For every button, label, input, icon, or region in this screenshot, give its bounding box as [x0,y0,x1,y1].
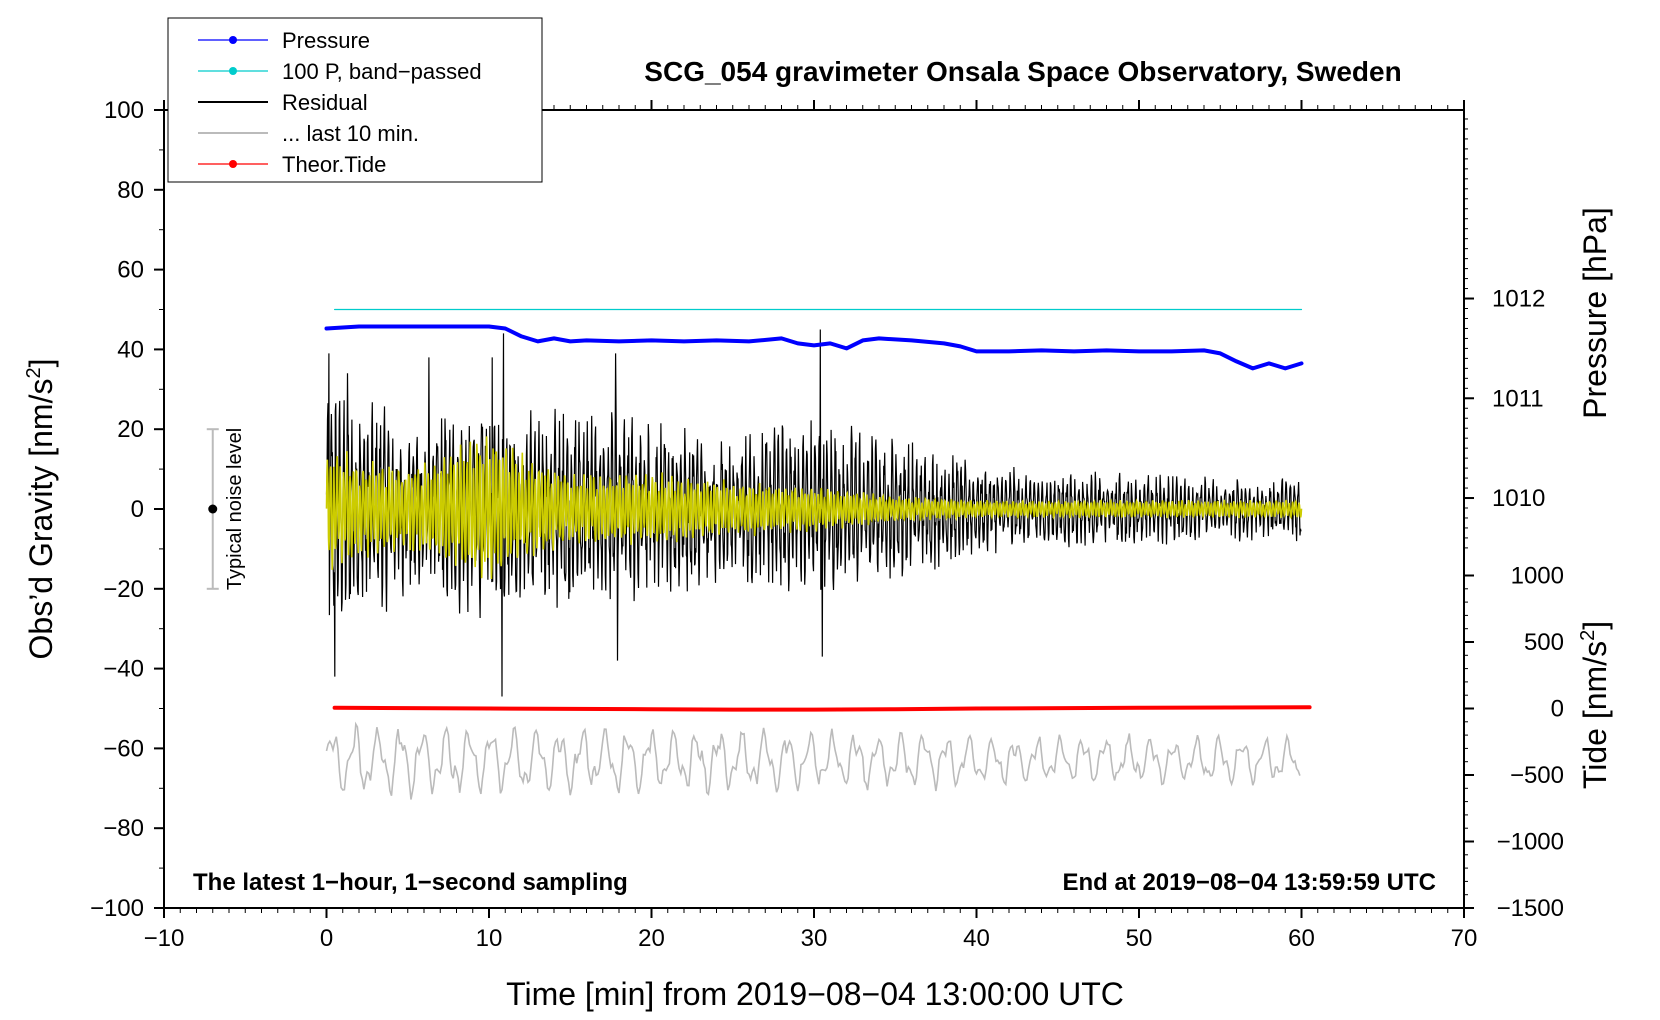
y-axis-label-gravity: Obs’d Gravity [nm/s2] [23,359,59,660]
noise-level-indicator: Typical noise level [206,428,246,590]
y-axis-label-pressure: Pressure [hPa] [1577,207,1613,419]
x-axis-label: Time [min] from 2019−08−04 13:00:00 UTC [506,976,1124,1012]
y-tick-label: 40 [117,336,144,363]
y-axis-label-gravity-suffix: ] [23,359,59,368]
y-axis-label-tide-suffix: ] [1577,621,1613,630]
x-tick-label: 50 [1126,925,1153,952]
series-line-0 [324,324,1304,371]
legend: Pressure 100 P, band−passed Residual ... la… [167,17,543,183]
y-axis-label-gravity-prefix: Obs’d Gravity [nm/s [23,379,59,660]
y-axis-label-tide: Tide [nm/s2] [1577,621,1613,789]
legend-label: Pressure [282,28,370,53]
x-tick-label: 0 [320,925,333,952]
x-tick-label: −10 [144,925,185,952]
y-tick-label: −20 [103,576,144,603]
legend-entry: Residual [198,90,368,115]
y-tick-label: 60 [117,257,144,284]
legend-label: Theor.Tide [282,152,386,177]
axes-layer: −10 0 10 20 30 40 50 60 70100806040200−20−40−60−… [90,97,1564,952]
series-line-2 [332,705,1312,712]
legend-label: 100 P, band−passed [282,59,482,84]
y-tick-label: −80 [103,815,144,842]
note-right: End at 2019−08−04 13:59:59 UTC [1062,869,1436,896]
pressure-tick-label: 1011 [1492,385,1544,412]
x-tick-label: 30 [801,925,828,952]
legend-entry: ... last 10 min. [198,121,419,146]
y-tick-label: 20 [117,416,144,443]
y-tick-label: −60 [103,735,144,762]
legend-marker [229,67,237,75]
legend-entry: 100 P, band−passed [198,59,482,84]
last-10-min-line [325,721,1301,800]
tide-tick-label: −1000 [1497,829,1564,856]
tide-tick-label: 500 [1524,629,1564,656]
tide-tick-label: 0 [1551,696,1564,723]
chart-title: SCG_054 gravimeter Onsala Space Observat… [644,56,1401,87]
y-tick-label: −40 [103,656,144,683]
legend-entry: Pressure [198,28,370,53]
x-tick-label: 60 [1288,925,1315,952]
x-tick-label: 10 [476,925,503,952]
x-tick-label: 70 [1451,925,1478,952]
noise-level-label: Typical noise level [224,428,246,590]
legend-label: Residual [282,90,368,115]
y-tick-label: −100 [90,895,144,922]
x-tick-label: 40 [963,925,990,952]
pressure-tick-label: 1012 [1492,286,1545,313]
y-axis-label-tide-sup: 2 [1577,630,1599,641]
tide-tick-label: 1000 [1511,563,1564,590]
y-tick-label: 100 [104,97,144,124]
y-tick-label: 0 [131,496,144,523]
series-layer [324,308,1312,800]
legend-label: ... last 10 min. [282,121,419,146]
pressure-tick-label: 1010 [1492,485,1545,512]
x-tick-label: 20 [638,925,665,952]
y-axis-label-tide-prefix: Tide [nm/s [1577,641,1613,789]
tide-tick-label: −1500 [1497,895,1564,922]
bandpassed-line [325,436,1303,580]
noise-level-dot [208,504,218,514]
tide-tick-label: −500 [1510,762,1564,789]
note-left: The latest 1−hour, 1−second sampling [193,869,628,896]
y-tick-label: 80 [117,177,144,204]
legend-box [167,17,543,183]
legend-marker [229,160,237,168]
y-axis-label-gravity-sup: 2 [23,367,45,378]
legend-marker [229,36,237,44]
legend-entry: Theor.Tide [198,152,386,177]
